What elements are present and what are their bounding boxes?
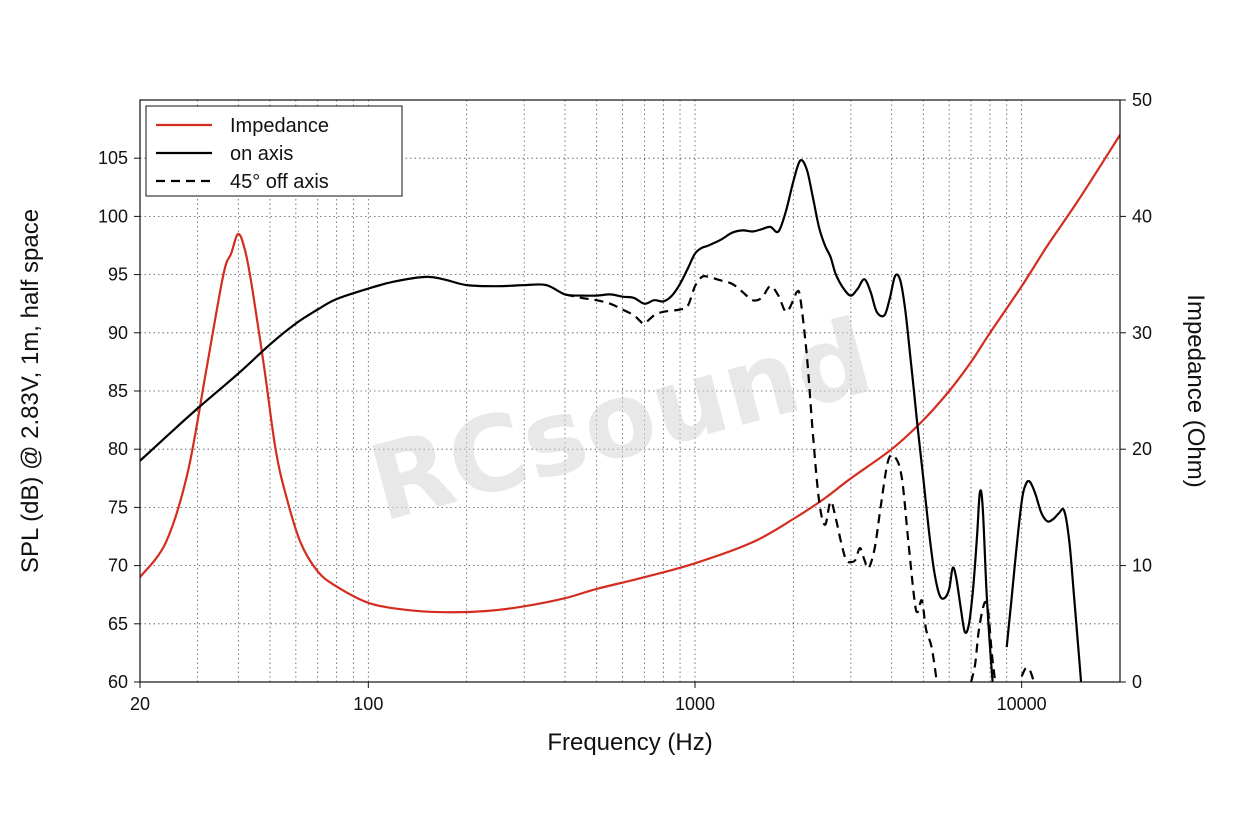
y-tick-label: 75: [108, 497, 128, 517]
y-tick-label: 70: [108, 556, 128, 576]
x-tick-label: 10000: [997, 694, 1047, 714]
series-line-on-axis: [140, 158, 994, 682]
y-tick-label: 100: [98, 206, 128, 226]
series-line-45-off-axis-upper-segment-2: [1020, 666, 1035, 682]
y2-tick-label: 10: [1132, 556, 1152, 576]
x-tick-label: 1000: [675, 694, 715, 714]
x-tick-label: 100: [353, 694, 383, 714]
series-line-45-off-axis: [564, 274, 938, 682]
legend-label-on-axis: on axis: [230, 143, 293, 165]
x-axis-title: Frequency (Hz): [547, 729, 712, 756]
y-tick-label: 65: [108, 614, 128, 634]
y2-tick-label: 30: [1132, 323, 1152, 343]
y-tick-label: 95: [108, 265, 128, 285]
y2-tick-label: 0: [1132, 672, 1142, 692]
y-tick-label: 60: [108, 672, 128, 692]
y-tick-label: 105: [98, 148, 128, 168]
series-layer: [140, 134, 1120, 682]
tick-labels: 20 100 1000 10000 60 65 70 75 80 85 90 95 100 105 0 10 2…: [98, 90, 1152, 714]
y2-tick-label: 20: [1132, 439, 1152, 459]
series-line-on-axis-upper-band: [1005, 479, 1083, 682]
legend: Impedance on axis 45° off axis: [145, 105, 403, 197]
y2-tick-label: 50: [1132, 90, 1152, 110]
y-axis-title: SPL (dB) @ 2.83V, 1m, half space: [17, 209, 44, 573]
y-tick-label: 80: [108, 439, 128, 459]
legend-label-impedance: Impedance: [230, 115, 329, 137]
series-line-45-off-axis-upper-segment-1: [970, 600, 997, 682]
series-line-impedance: [140, 134, 1120, 614]
legend-label-off-axis: 45° off axis: [230, 171, 329, 193]
y-tick-label: 90: [108, 323, 128, 343]
y-tick-label: 85: [108, 381, 128, 401]
y2-axis-title: Impedance (Ohm): [1182, 294, 1209, 487]
y2-tick-label: 40: [1132, 206, 1152, 226]
x-tick-label: 20: [130, 694, 150, 714]
